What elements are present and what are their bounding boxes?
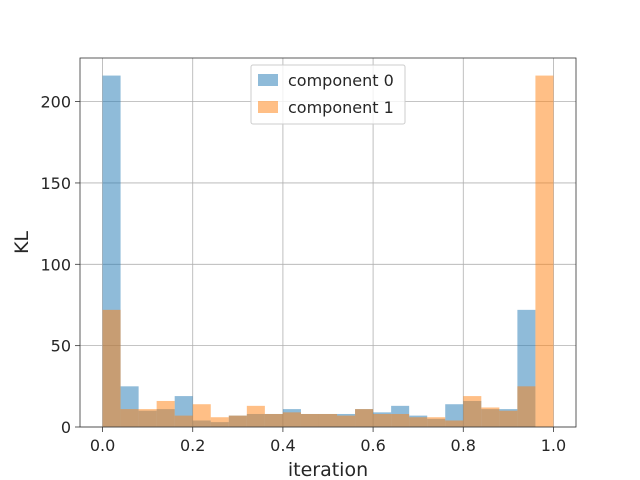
bar-component-1 bbox=[391, 413, 410, 427]
bar-component-1 bbox=[463, 396, 482, 427]
bar-component-1 bbox=[427, 417, 446, 427]
bar-component-1 bbox=[282, 412, 301, 427]
bar-component-1 bbox=[156, 400, 175, 427]
y-tick-label: 200 bbox=[40, 93, 71, 112]
bar-component-1 bbox=[409, 417, 428, 427]
x-tick-label: 0.0 bbox=[90, 436, 115, 455]
axis-ticks: 0.0 0.2 0.4 0.6 0.8 1.0 0 50 100 150 200 bbox=[40, 93, 566, 455]
bar-component-1 bbox=[499, 410, 518, 427]
y-tick-label: 0 bbox=[61, 418, 71, 437]
bar-component-1 bbox=[120, 409, 139, 427]
y-axis-label: KL bbox=[11, 231, 33, 254]
histogram-bars bbox=[102, 75, 554, 428]
legend-label-component-0: component 0 bbox=[288, 71, 394, 90]
bar-component-1 bbox=[174, 415, 193, 427]
bar-component-1 bbox=[355, 409, 374, 427]
x-tick-label: 0.4 bbox=[270, 436, 295, 455]
bar-component-1 bbox=[318, 413, 338, 427]
bar-component-1 bbox=[264, 413, 283, 427]
y-tick-label: 100 bbox=[40, 255, 71, 274]
bar-component-1 bbox=[535, 75, 554, 428]
plot-frame bbox=[79, 57, 577, 428]
x-tick-label: 1.0 bbox=[541, 436, 566, 455]
bar-component-1 bbox=[192, 404, 211, 427]
bar-component-1 bbox=[210, 417, 229, 427]
bar-component-1 bbox=[300, 413, 319, 427]
bar-component-1 bbox=[228, 415, 247, 427]
y-tick-label: 50 bbox=[51, 337, 71, 356]
bar-component-1 bbox=[102, 309, 121, 427]
legend-swatch-component-0 bbox=[258, 74, 278, 86]
legend-swatch-component-1 bbox=[258, 101, 278, 113]
bar-component-1 bbox=[481, 407, 500, 427]
legend-label-component-1: component 1 bbox=[288, 98, 394, 117]
bar-component-1 bbox=[517, 386, 536, 427]
x-tick-label: 0.6 bbox=[360, 436, 385, 455]
legend-box bbox=[250, 64, 406, 125]
bar-component-1 bbox=[138, 409, 157, 427]
bar-component-1 bbox=[373, 413, 392, 427]
bar-component-1 bbox=[445, 420, 464, 427]
legend: component 0 component 1 bbox=[250, 64, 406, 125]
x-axis-label: iteration bbox=[288, 459, 368, 480]
bar-component-1 bbox=[246, 405, 265, 427]
x-tick-label: 0.2 bbox=[180, 436, 205, 455]
x-tick-label: 0.8 bbox=[451, 436, 476, 455]
y-tick-label: 150 bbox=[40, 174, 71, 193]
bar-component-1 bbox=[337, 415, 356, 427]
